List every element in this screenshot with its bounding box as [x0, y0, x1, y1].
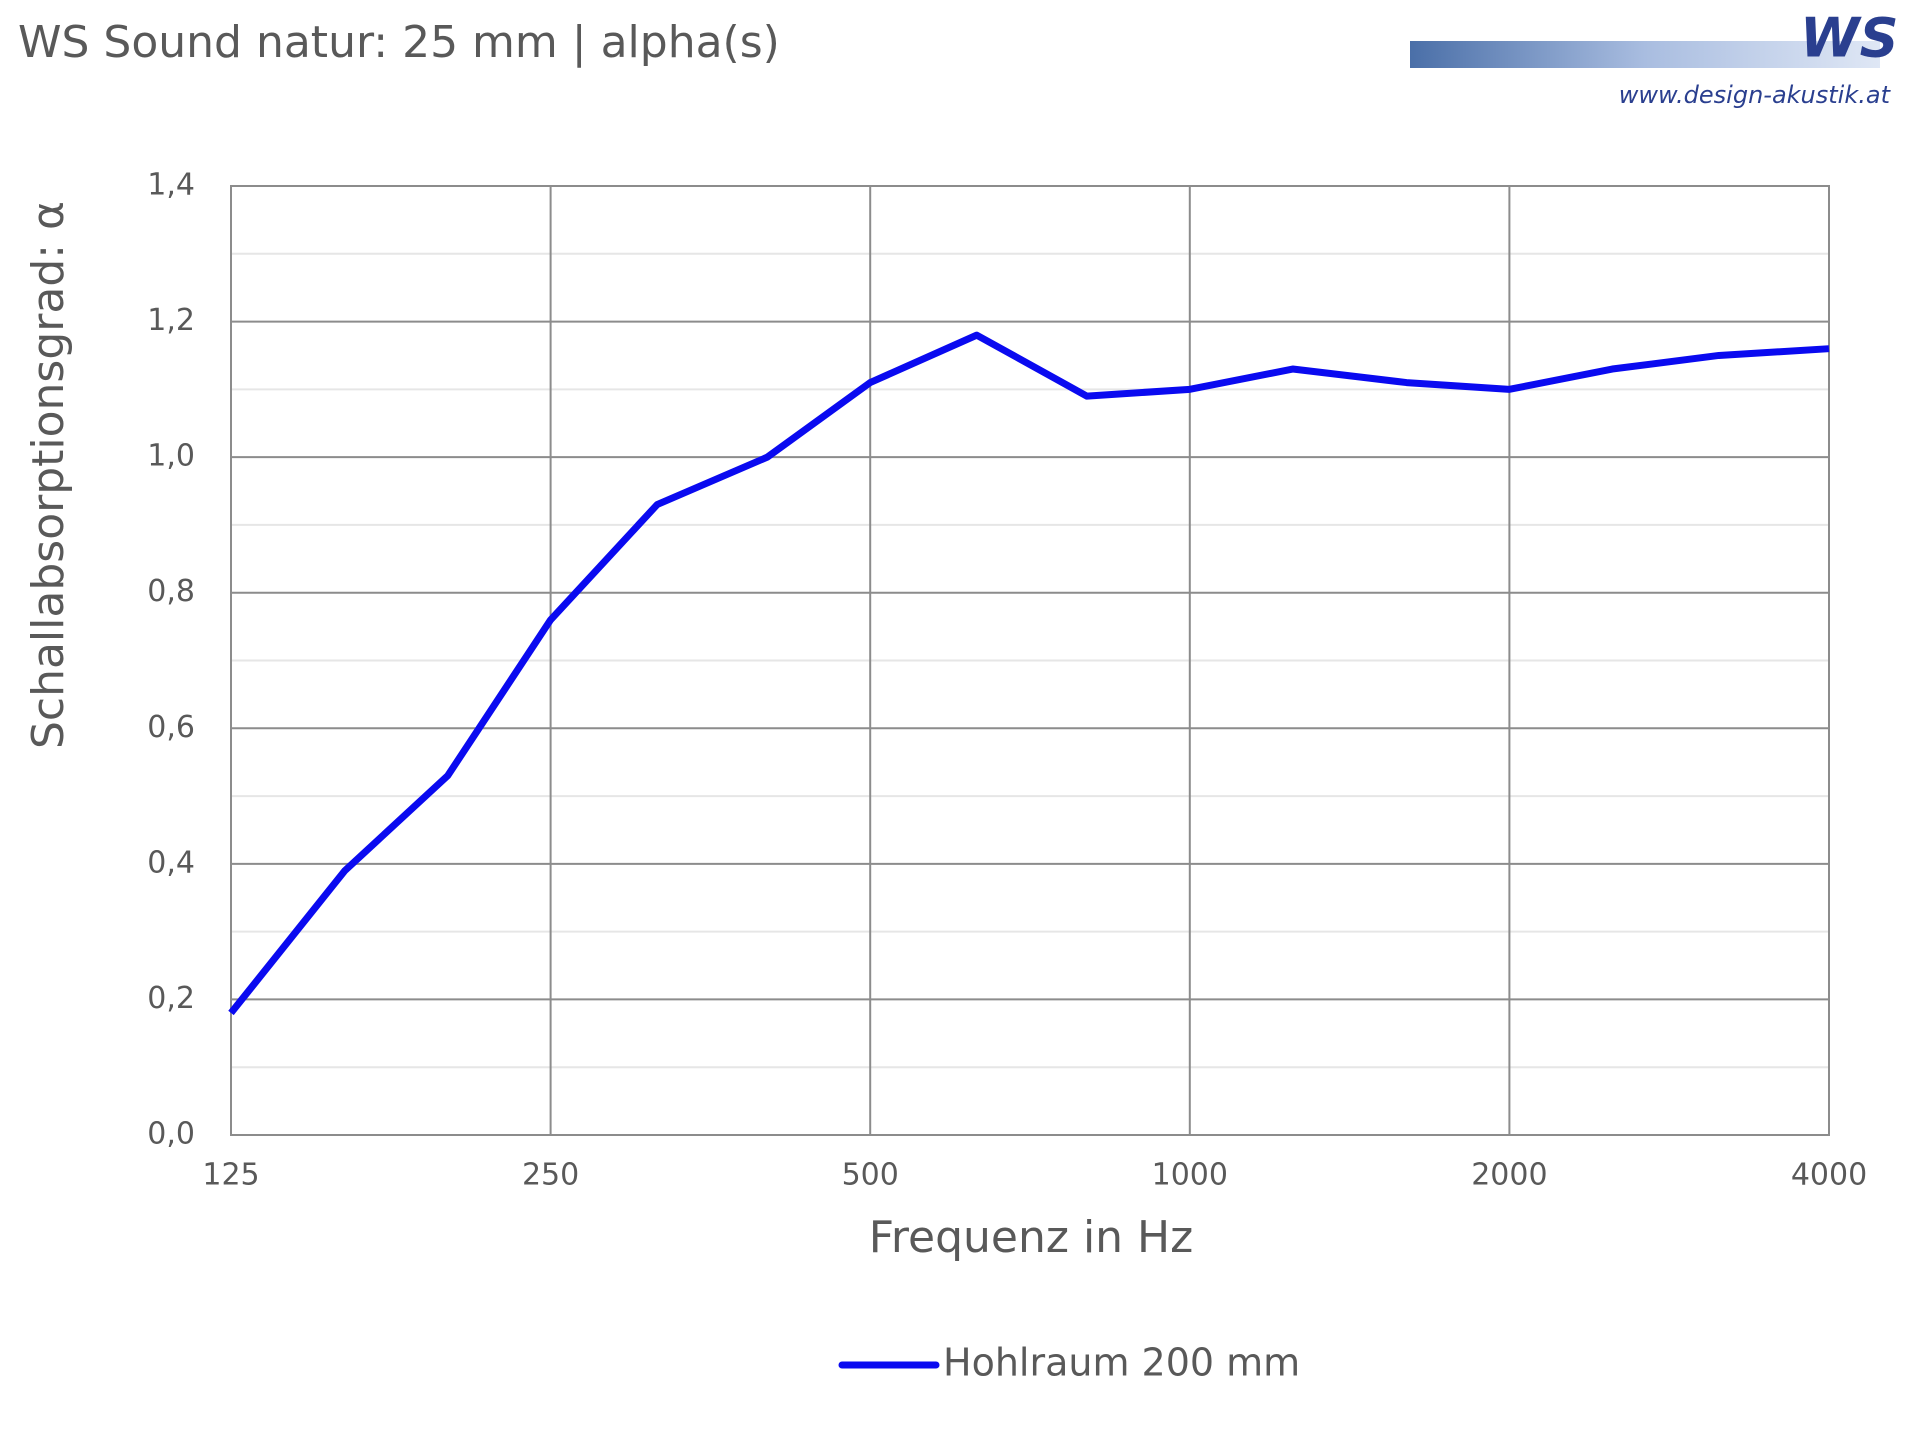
logo-band [1410, 41, 1880, 68]
x-tick-label: 250 [522, 1158, 579, 1193]
y-tick-label: 0,6 [147, 710, 195, 745]
series-line [228, 331, 1830, 1016]
x-tick-label: 2000 [1471, 1158, 1547, 1193]
x-tick-label: 4000 [1791, 1158, 1867, 1193]
logo-text: WS [1800, 7, 1898, 70]
y-tick-label: 1,2 [147, 303, 195, 338]
x-tick-label: 500 [842, 1158, 899, 1193]
y-tick-label: 0,8 [147, 574, 195, 609]
x-tick-label: 125 [202, 1158, 259, 1193]
legend-label: Hohlraum 200 mm [943, 1341, 1300, 1385]
x-axis-title: Frequenz in Hz [869, 1212, 1193, 1263]
plot-frame [230, 185, 1830, 1136]
y-axis-title: Schallabsorptionsgrad: α [23, 201, 74, 749]
y-tick-label: 0,4 [147, 845, 195, 880]
y-tick-label: 0,2 [147, 981, 195, 1016]
x-tick-label: 1000 [1152, 1158, 1228, 1193]
logo-url: www.design-akustik.at [1619, 81, 1892, 109]
y-tick-label: 0,0 [147, 1117, 195, 1152]
y-tick-label: 1,4 [147, 168, 195, 203]
chart-title: WS Sound natur: 25 mm | alpha(s) [18, 17, 780, 68]
y-tick-label: 1,0 [147, 439, 195, 474]
